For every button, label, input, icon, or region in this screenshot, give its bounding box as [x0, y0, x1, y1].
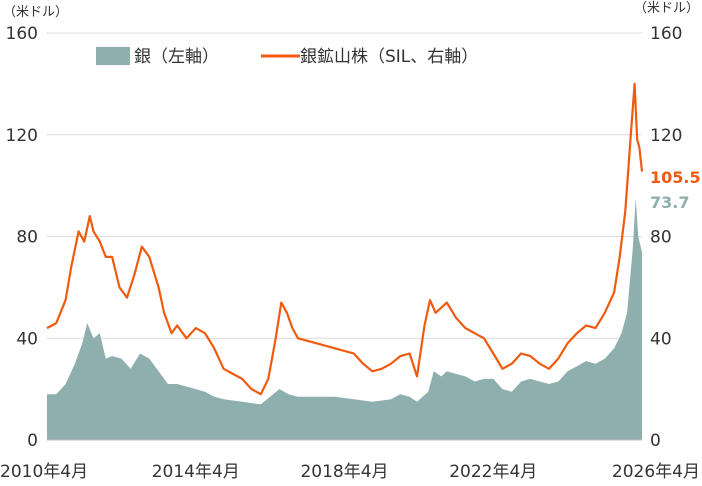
x-tick-label: 2022年4月	[449, 462, 537, 482]
x-tick-label: 2026年4月	[612, 462, 700, 482]
left-y-tick-label: 40	[16, 329, 38, 349]
legend-silver-swatch	[96, 47, 130, 65]
silver-area-series	[47, 198, 642, 440]
right-axis-unit: （米ドル）	[634, 1, 699, 16]
x-tick-label: 2014年4月	[152, 462, 240, 482]
right-y-tick-label: 80	[650, 228, 672, 248]
left-y-tick-label: 120	[6, 126, 38, 146]
x-tick-label: 2018年4月	[300, 462, 388, 482]
left-axis-unit: （米ドル）	[3, 5, 68, 20]
legend-sil-label: 銀鉱山株（SIL、右軸）	[300, 47, 478, 67]
right-y-tick-label: 40	[650, 329, 672, 349]
legend-silver-label: 銀（左軸）	[134, 47, 219, 67]
x-tick-label: 2010年4月	[0, 462, 88, 482]
end-label-sil: 105.5	[650, 168, 701, 187]
left-y-tick-label: 0	[27, 431, 38, 451]
right-y-tick-label: 0	[650, 431, 661, 451]
left-y-tick-label: 160	[6, 24, 38, 44]
right-y-tick-label: 160	[650, 24, 682, 44]
axis-ticks: 0 40 80 120 160 0 40 80 120 160 2010年4月 2014年4月 2018…	[0, 24, 700, 482]
sil-line-series	[46, 82, 644, 396]
gridlines	[47, 32, 642, 339]
right-y-tick-label: 120	[650, 126, 682, 146]
end-label-silver: 73.7	[650, 193, 689, 212]
legend: 銀（左軸） 銀鉱山株（SIL、右軸）	[96, 47, 478, 67]
left-y-tick-label: 80	[16, 228, 38, 248]
